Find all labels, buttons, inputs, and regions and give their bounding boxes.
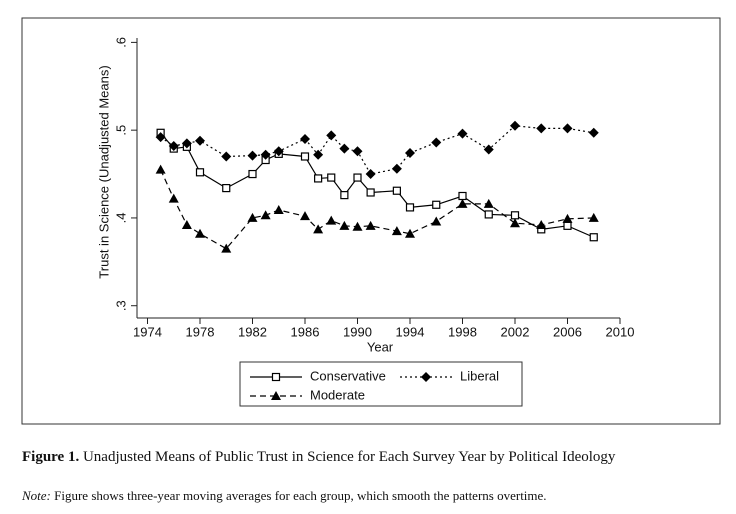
data-point — [510, 211, 520, 220]
legend-label: Conservative — [310, 368, 386, 383]
y-tick-label: .6 — [113, 37, 128, 48]
data-point — [222, 183, 231, 193]
data-point — [405, 203, 415, 212]
data-point — [181, 219, 192, 229]
data-point — [340, 191, 349, 200]
x-tick-label: 1986 — [291, 324, 320, 339]
data-point — [247, 150, 258, 161]
data-point — [562, 213, 573, 223]
x-tick-label: 1978 — [186, 324, 215, 339]
data-point — [562, 123, 573, 134]
data-point — [483, 144, 494, 155]
data-point — [339, 143, 350, 154]
data-point — [260, 149, 271, 160]
data-point — [221, 151, 232, 162]
data-point — [432, 200, 441, 209]
x-axis-label: Year — [367, 339, 394, 354]
y-tick-label: .4 — [113, 213, 128, 224]
data-point — [195, 168, 205, 177]
data-point — [588, 127, 599, 138]
data-point — [353, 173, 362, 182]
data-point — [326, 130, 337, 141]
data-point — [327, 173, 336, 182]
legend-label: Liberal — [460, 368, 499, 383]
data-point — [300, 152, 310, 161]
data-point — [221, 243, 232, 253]
y-tick-label: .3 — [113, 300, 128, 311]
data-point — [300, 133, 310, 144]
note-label: Note: — [22, 488, 51, 503]
data-point — [366, 188, 375, 197]
data-point — [313, 224, 324, 234]
data-point — [181, 138, 192, 149]
data-point — [563, 221, 572, 230]
data-point — [457, 198, 468, 208]
data-point — [431, 216, 442, 226]
data-point — [352, 221, 363, 231]
data-point — [247, 212, 258, 222]
data-point — [405, 147, 415, 158]
x-tick-label: 1990 — [343, 324, 372, 339]
data-point — [352, 146, 363, 157]
data-point — [589, 233, 598, 242]
y-axis-label: Trust in Science (Unadjusted Means) — [96, 65, 111, 278]
data-point — [588, 212, 599, 222]
data-point — [405, 228, 415, 238]
legend-box — [239, 361, 523, 407]
y-tick-label: .5 — [113, 125, 128, 136]
data-point — [457, 128, 468, 139]
data-point — [365, 220, 376, 230]
series-line — [160, 125, 594, 175]
data-point — [458, 191, 467, 201]
caption-text: Unadjusted Means of Public Trust in Scie… — [82, 449, 616, 465]
series-line — [160, 169, 594, 250]
legend-label: Moderate — [310, 387, 365, 402]
x-tick-label: 1994 — [396, 324, 425, 339]
data-point — [392, 186, 401, 195]
x-tick-label: 2010 — [606, 324, 635, 339]
data-point — [510, 120, 520, 131]
data-point — [195, 228, 205, 238]
data-point — [365, 169, 376, 180]
data-point — [273, 146, 284, 157]
data-point — [168, 193, 179, 203]
caption-label: Figure 1. — [22, 449, 80, 465]
x-tick-label: 1974 — [133, 324, 162, 339]
data-point — [391, 163, 402, 174]
data-point — [510, 218, 520, 228]
x-tick-label: 2002 — [501, 324, 530, 339]
legend-marker — [271, 391, 281, 400]
chart: Year Trust in Science (Unadjusted Means)… — [21, 17, 721, 425]
data-point — [536, 219, 547, 229]
data-point — [391, 226, 402, 236]
note: Note: Figure shows three-year moving ave… — [22, 488, 722, 504]
data-point — [248, 169, 257, 179]
data-point — [431, 137, 442, 148]
data-point — [300, 211, 310, 221]
data-point — [326, 215, 337, 225]
data-point — [339, 220, 350, 230]
data-point — [483, 198, 494, 208]
note-text: Figure shows three-year moving averages … — [54, 488, 547, 503]
x-tick-label: 1982 — [238, 324, 267, 339]
data-point — [313, 149, 324, 160]
data-point — [536, 123, 547, 134]
legend-marker — [271, 372, 281, 382]
data-point — [273, 205, 284, 215]
data-point — [155, 132, 166, 143]
data-point — [314, 174, 323, 183]
data-point — [484, 210, 493, 219]
data-point — [155, 164, 166, 174]
caption: Figure 1. Unadjusted Means of Public Tru… — [22, 448, 702, 467]
data-point — [195, 135, 205, 146]
data-point — [260, 210, 271, 220]
legend-marker — [421, 372, 431, 382]
x-tick-label: 2006 — [553, 324, 582, 339]
x-tick-label: 1998 — [448, 324, 477, 339]
data-point — [168, 140, 179, 151]
frame — [21, 17, 721, 425]
